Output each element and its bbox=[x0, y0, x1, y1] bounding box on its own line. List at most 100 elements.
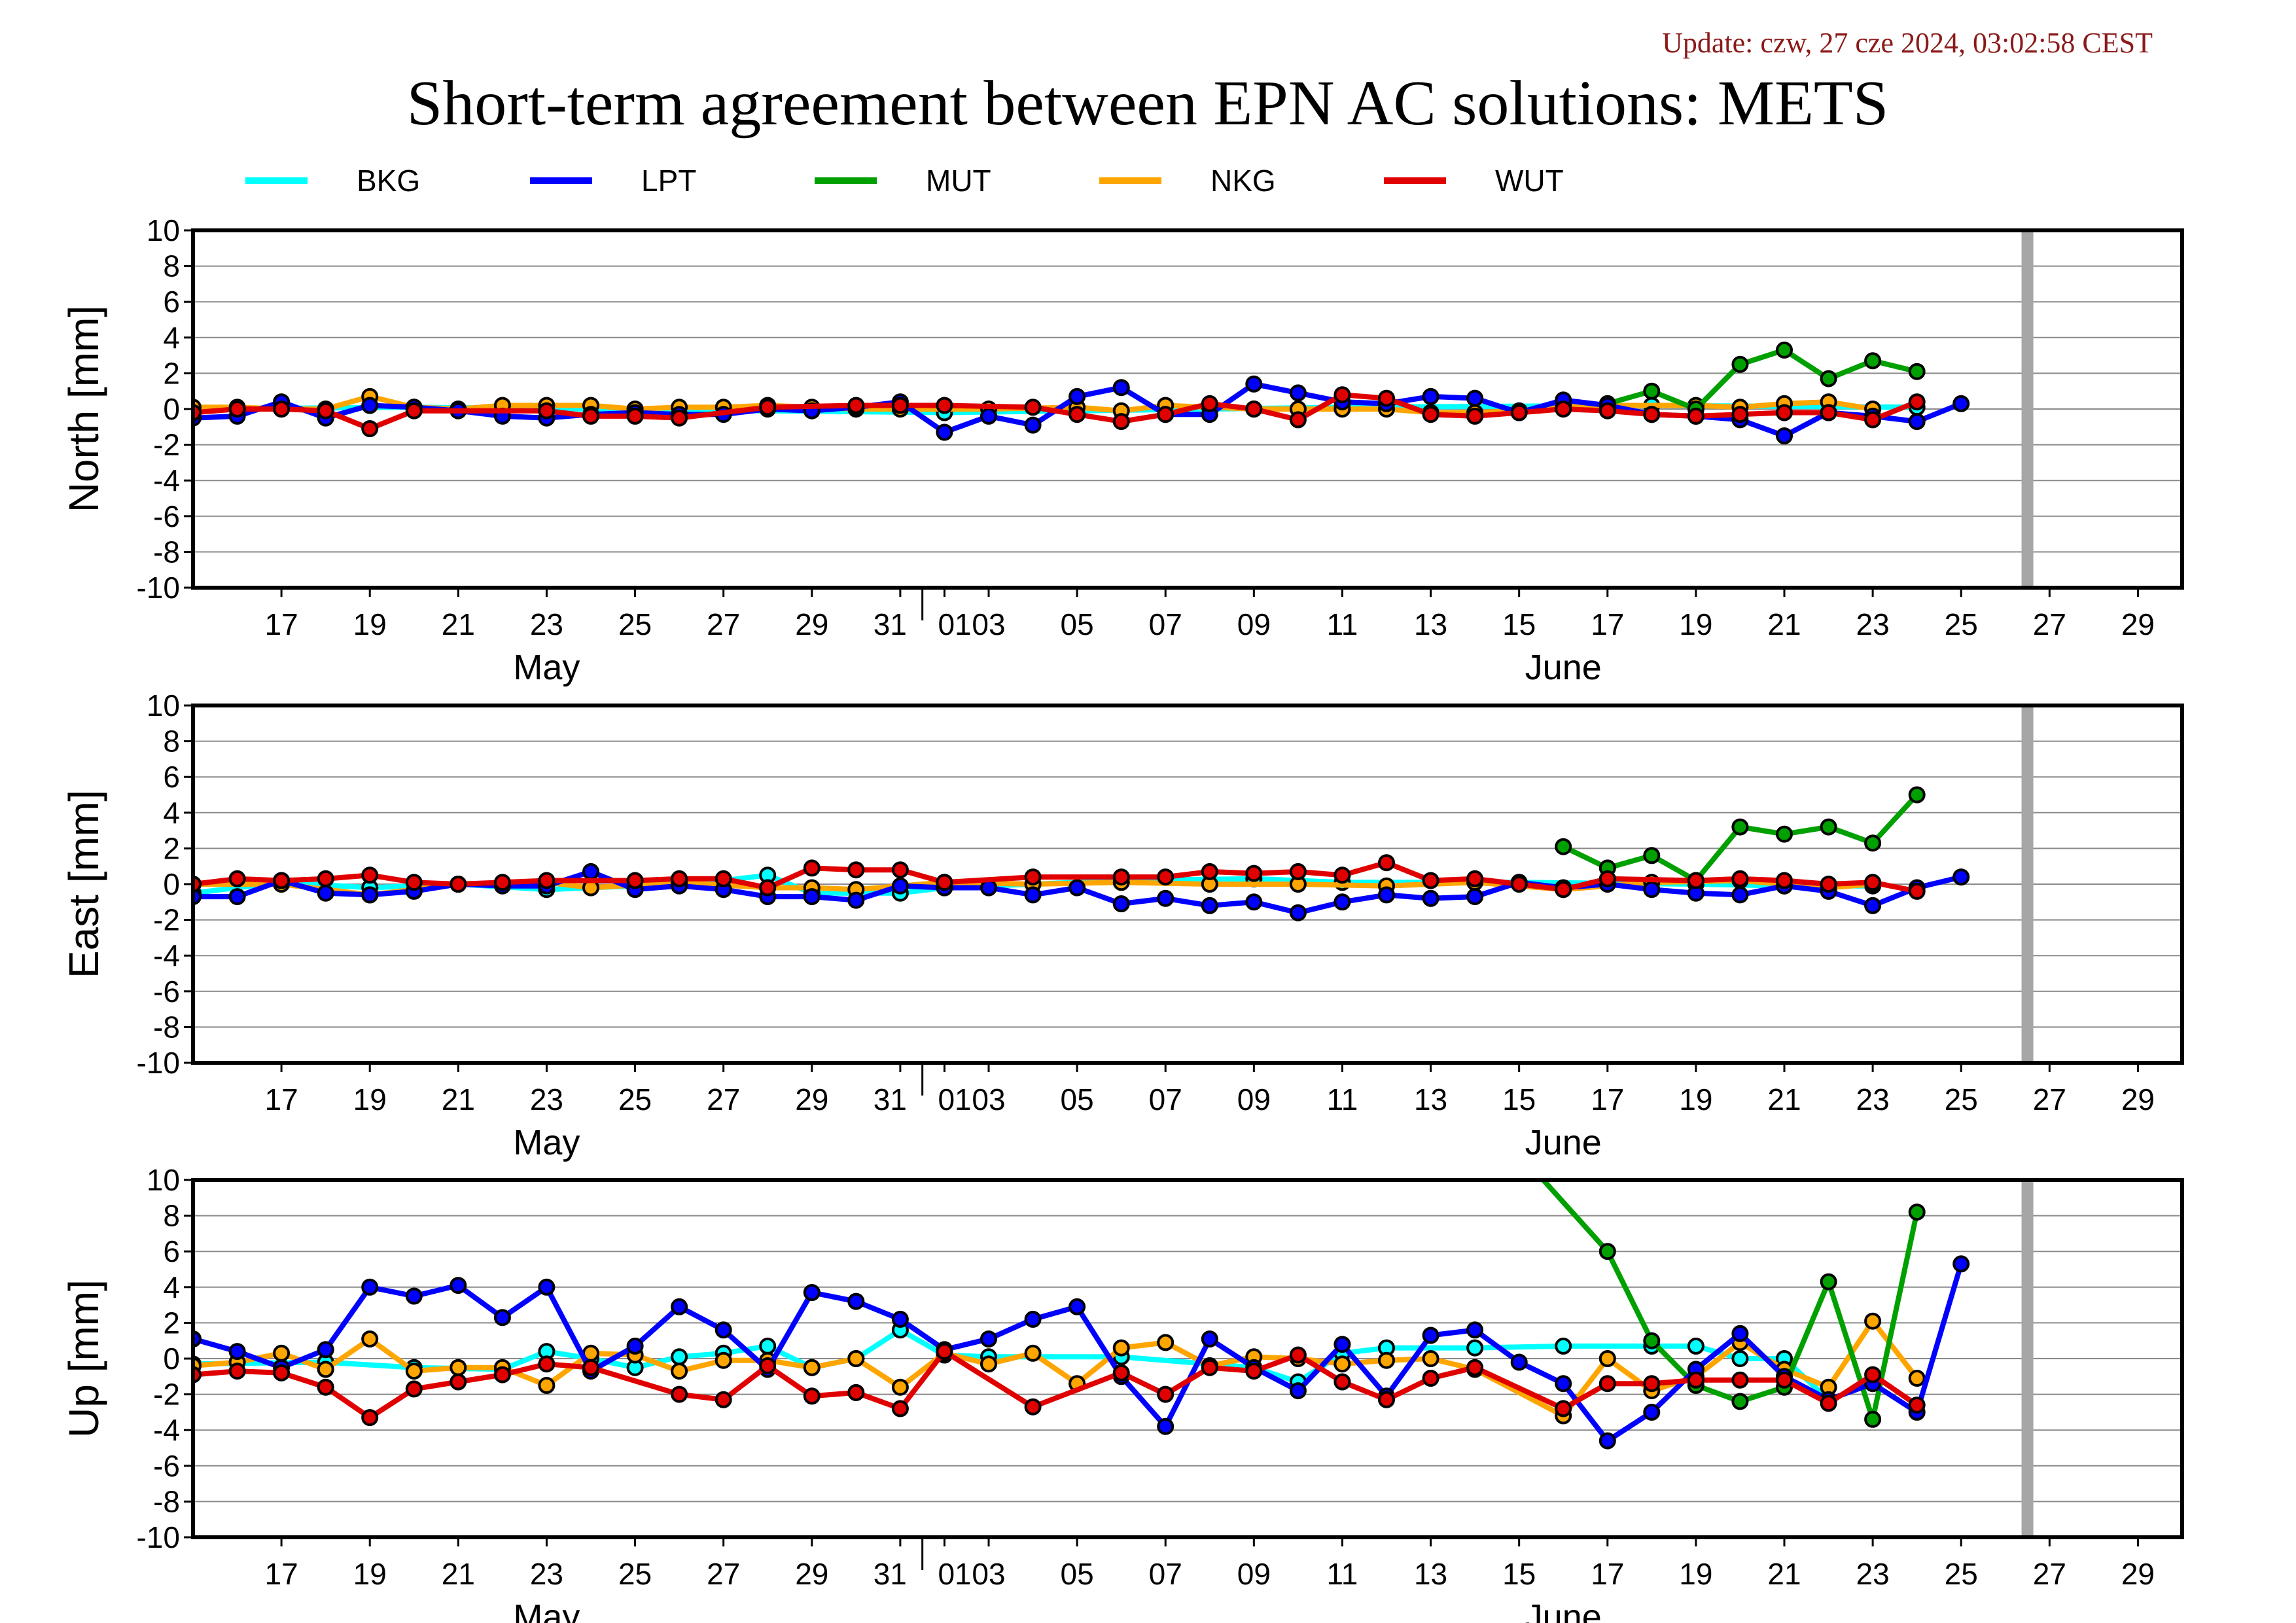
data-point-wut bbox=[1555, 401, 1572, 418]
y-tick-label: 4 bbox=[163, 321, 180, 355]
data-point-lpt bbox=[228, 1343, 246, 1361]
data-point-nkg bbox=[538, 1376, 556, 1394]
x-tick-label: 29 bbox=[2121, 1557, 2155, 1591]
data-point-wut bbox=[450, 876, 467, 893]
x-tick-label: 19 bbox=[353, 1557, 387, 1591]
data-point-lpt bbox=[1908, 413, 1926, 431]
data-point-lpt bbox=[1598, 1432, 1616, 1450]
y-tick-label: 8 bbox=[163, 249, 180, 283]
data-point-wut bbox=[1245, 1363, 1263, 1380]
data-point-wut bbox=[847, 861, 865, 879]
data-point-wut bbox=[582, 407, 599, 425]
data-point-wut bbox=[1289, 863, 1307, 880]
data-point-wut bbox=[803, 859, 821, 877]
data-point-wut bbox=[1112, 413, 1130, 431]
data-point-mut bbox=[1908, 363, 1926, 380]
data-point-wut bbox=[671, 1385, 688, 1403]
data-point-lpt bbox=[1333, 1336, 1351, 1353]
data-point-wut bbox=[759, 1357, 777, 1374]
data-point-mut bbox=[1820, 1273, 1837, 1291]
data-point-bkg bbox=[1466, 1339, 1484, 1357]
data-point-wut bbox=[1157, 406, 1174, 423]
x-tick-label: 25 bbox=[618, 1557, 652, 1591]
series-line-mut bbox=[1562, 793, 1919, 883]
data-point-wut bbox=[715, 1391, 732, 1408]
x-tick-label: 21 bbox=[442, 1557, 475, 1591]
data-point-lpt bbox=[803, 1284, 821, 1301]
x-tick-label: 07 bbox=[1149, 1082, 1182, 1116]
data-point-lpt bbox=[1245, 893, 1263, 911]
data-point-wut bbox=[1157, 1385, 1174, 1403]
data-point-wut bbox=[1466, 1359, 1484, 1376]
y-tick-label: 6 bbox=[163, 285, 180, 319]
plot-frame bbox=[191, 228, 2184, 590]
data-point-lpt bbox=[803, 888, 821, 906]
data-point-wut bbox=[803, 1387, 821, 1405]
data-point-mut bbox=[1598, 1243, 1616, 1260]
data-point-mut bbox=[1731, 1393, 1749, 1410]
data-point-wut bbox=[361, 1409, 379, 1427]
y-tick-label: 6 bbox=[163, 1234, 180, 1268]
y-tick-label: 0 bbox=[163, 1342, 180, 1376]
data-point-wut bbox=[1069, 406, 1086, 423]
data-point-wut bbox=[1731, 870, 1749, 887]
data-point-wut bbox=[936, 874, 953, 891]
x-tick-label: 03 bbox=[972, 1557, 1005, 1591]
data-point-lpt bbox=[1112, 895, 1130, 912]
data-point-nkg bbox=[1157, 1334, 1174, 1351]
x-tick-label: 23 bbox=[530, 1557, 563, 1591]
data-point-wut bbox=[1864, 874, 1882, 891]
data-point-wut bbox=[1024, 399, 1042, 416]
y-tick-label: 8 bbox=[163, 1199, 180, 1233]
x-tick-label: 25 bbox=[618, 607, 652, 641]
data-point-wut bbox=[1112, 1364, 1130, 1382]
data-point-wut bbox=[1466, 870, 1484, 887]
date-marker-band bbox=[2021, 705, 2034, 1063]
data-point-nkg bbox=[317, 1361, 334, 1378]
month-label: May bbox=[513, 1123, 580, 1162]
data-point-wut bbox=[405, 402, 423, 419]
x-tick-label: 27 bbox=[2033, 607, 2066, 641]
data-point-mut bbox=[1864, 834, 1882, 852]
x-tick-label: 19 bbox=[1679, 607, 1712, 641]
x-tick-label: 25 bbox=[1945, 1082, 1978, 1116]
x-tick-label: 03 bbox=[972, 1082, 1005, 1116]
data-point-wut bbox=[273, 872, 291, 889]
data-point-wut bbox=[626, 872, 644, 889]
data-point-mut bbox=[1820, 818, 1837, 836]
data-point-lpt bbox=[1245, 375, 1263, 393]
month-label: June bbox=[1525, 1597, 1602, 1623]
y-tick-label: 10 bbox=[147, 1163, 180, 1197]
data-point-wut bbox=[538, 402, 556, 419]
data-point-nkg bbox=[715, 1351, 732, 1369]
data-point-lpt bbox=[980, 1330, 997, 1347]
data-point-wut bbox=[317, 402, 334, 419]
data-point-wut bbox=[1422, 406, 1439, 423]
data-point-wut bbox=[361, 866, 379, 884]
x-tick-label: 27 bbox=[707, 1557, 740, 1591]
y-tick-label: 10 bbox=[147, 213, 180, 247]
data-point-wut bbox=[317, 1378, 334, 1396]
data-point-mut bbox=[1776, 341, 1793, 359]
data-point-wut bbox=[1687, 872, 1704, 889]
data-point-wut bbox=[847, 397, 865, 414]
data-point-lpt bbox=[361, 1278, 379, 1296]
y-tick-label: 0 bbox=[163, 392, 180, 426]
data-point-lpt bbox=[1466, 888, 1484, 906]
data-point-lpt bbox=[1422, 387, 1439, 405]
x-tick-label: 01 bbox=[938, 607, 971, 641]
data-point-wut bbox=[671, 409, 688, 427]
x-tick-label: 23 bbox=[1856, 1557, 1890, 1591]
x-tick-label: 03 bbox=[972, 607, 1005, 641]
x-tick-label: 27 bbox=[2033, 1082, 2066, 1116]
data-point-bkg bbox=[759, 1337, 777, 1355]
data-point-lpt bbox=[538, 1278, 556, 1296]
data-point-wut bbox=[847, 1383, 865, 1401]
data-point-wut bbox=[1820, 876, 1837, 893]
data-point-wut bbox=[1201, 395, 1218, 412]
data-point-lpt bbox=[1289, 904, 1307, 921]
y-tick-label: -4 bbox=[153, 463, 180, 497]
data-point-lpt bbox=[1201, 1330, 1218, 1347]
month-label: May bbox=[513, 648, 580, 687]
